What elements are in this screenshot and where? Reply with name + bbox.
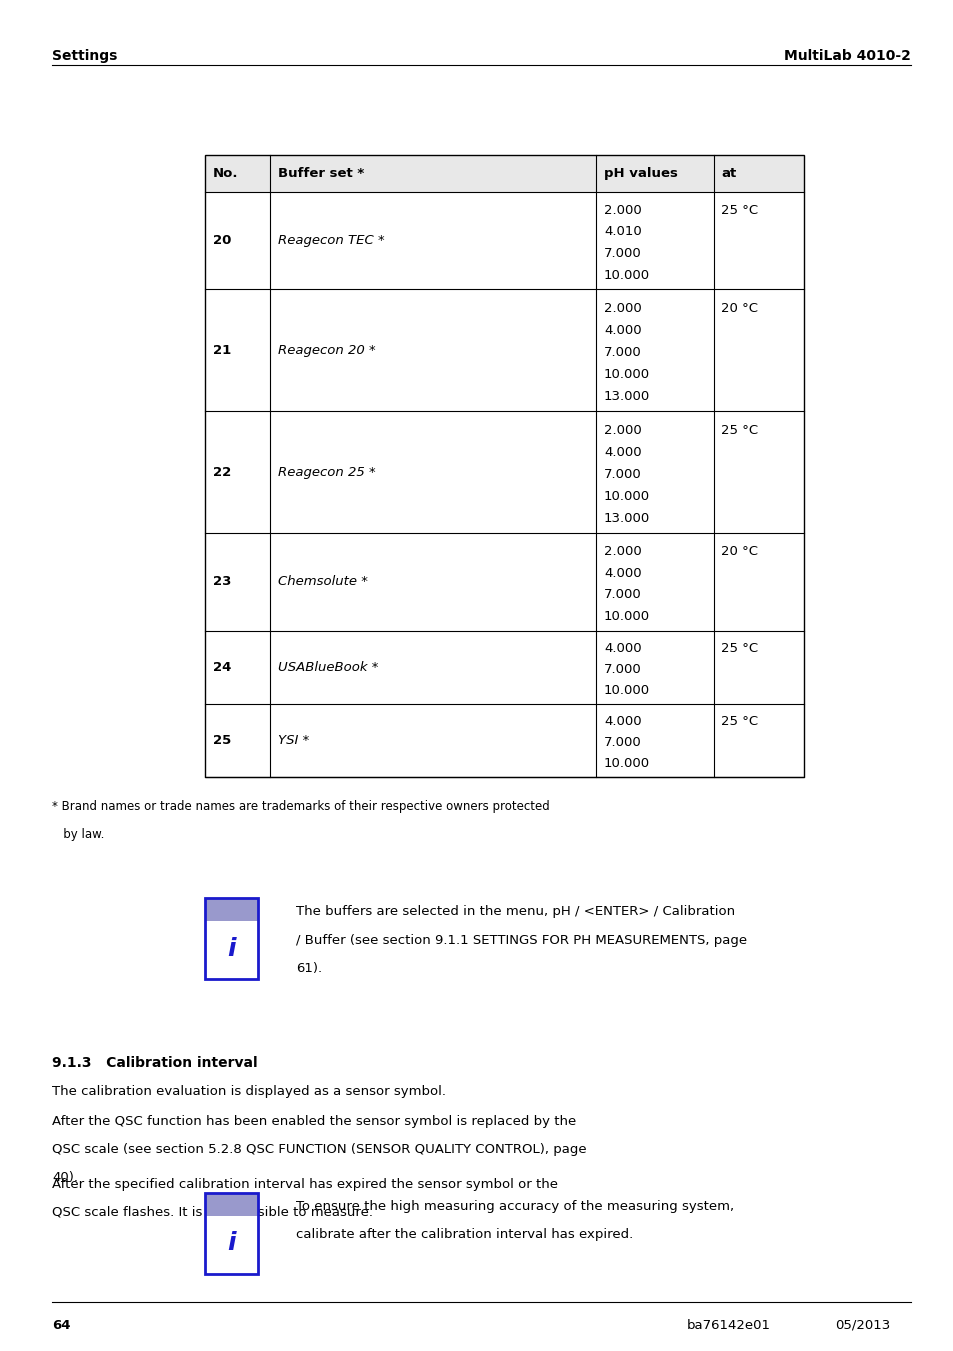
Text: YSI *: YSI * — [277, 734, 309, 747]
Text: USABlueBook *: USABlueBook * — [277, 661, 377, 674]
Text: To ensure the high measuring accuracy of the measuring system,: To ensure the high measuring accuracy of… — [295, 1200, 733, 1213]
Text: 13.000: 13.000 — [603, 390, 649, 404]
Text: 25 °C: 25 °C — [720, 424, 758, 436]
Text: Buffer set *: Buffer set * — [277, 168, 363, 180]
Text: 13.000: 13.000 — [603, 512, 649, 526]
Text: The calibration evaluation is displayed as a sensor symbol.: The calibration evaluation is displayed … — [52, 1085, 446, 1098]
Text: 2.000: 2.000 — [603, 301, 641, 315]
Text: Reagecon TEC *: Reagecon TEC * — [277, 234, 384, 247]
Text: ba76142e01: ba76142e01 — [686, 1319, 770, 1332]
Text: 4.000: 4.000 — [603, 324, 640, 336]
FancyBboxPatch shape — [205, 155, 803, 192]
Text: MultiLab 4010-2: MultiLab 4010-2 — [783, 49, 910, 62]
Text: 25: 25 — [213, 734, 231, 747]
Text: 7.000: 7.000 — [603, 346, 641, 359]
Text: 4.000: 4.000 — [603, 446, 640, 459]
Text: Reagecon 20 *: Reagecon 20 * — [277, 345, 375, 357]
Text: 20 °C: 20 °C — [720, 544, 758, 558]
Text: at: at — [720, 168, 736, 180]
Text: 7.000: 7.000 — [603, 663, 641, 676]
Text: No.: No. — [213, 168, 238, 180]
Text: 10.000: 10.000 — [603, 269, 649, 282]
Text: 7.000: 7.000 — [603, 588, 641, 601]
FancyBboxPatch shape — [205, 898, 257, 921]
Text: 25 °C: 25 °C — [720, 204, 758, 216]
Text: The buffers are selected in the menu, pH / <ENTER> / Calibration: The buffers are selected in the menu, pH… — [295, 905, 734, 919]
FancyBboxPatch shape — [205, 921, 257, 979]
Text: After the specified calibration interval has expired the sensor symbol or the: After the specified calibration interval… — [52, 1178, 558, 1192]
Text: After the QSC function has been enabled the sensor symbol is replaced by the: After the QSC function has been enabled … — [52, 1115, 577, 1128]
Text: 9.1.3   Calibration interval: 9.1.3 Calibration interval — [52, 1056, 258, 1070]
Text: by law.: by law. — [52, 828, 105, 842]
Text: pH values: pH values — [603, 168, 677, 180]
FancyBboxPatch shape — [205, 1193, 257, 1216]
Text: Chemsolute *: Chemsolute * — [277, 576, 367, 588]
Text: 24: 24 — [213, 661, 231, 674]
FancyBboxPatch shape — [205, 1216, 257, 1274]
Text: 10.000: 10.000 — [603, 757, 649, 770]
Text: i: i — [227, 1231, 235, 1255]
Text: 7.000: 7.000 — [603, 736, 641, 748]
Text: 2.000: 2.000 — [603, 204, 641, 216]
Text: 05/2013: 05/2013 — [834, 1319, 889, 1332]
Text: 61).: 61). — [295, 962, 321, 975]
Text: QSC scale flashes. It is still possible to measure.: QSC scale flashes. It is still possible … — [52, 1206, 373, 1220]
Text: 10.000: 10.000 — [603, 684, 649, 697]
Text: 22: 22 — [213, 466, 231, 478]
Text: QSC scale (see section 5.2.8 QSC FUNCTION (SENSOR QUALITY CONTROL), page: QSC scale (see section 5.2.8 QSC FUNCTIO… — [52, 1143, 586, 1156]
Text: 10.000: 10.000 — [603, 490, 649, 503]
Text: calibrate after the calibration interval has expired.: calibrate after the calibration interval… — [295, 1228, 633, 1242]
Text: 64: 64 — [52, 1319, 71, 1332]
Text: 25 °C: 25 °C — [720, 642, 758, 655]
Text: 7.000: 7.000 — [603, 247, 641, 261]
Text: 40).: 40). — [52, 1171, 78, 1185]
Text: i: i — [227, 936, 235, 961]
Text: 21: 21 — [213, 345, 231, 357]
Text: 20: 20 — [213, 234, 231, 247]
Text: 4.000: 4.000 — [603, 715, 640, 728]
Text: 20 °C: 20 °C — [720, 301, 758, 315]
Text: 4.000: 4.000 — [603, 566, 640, 580]
Text: 2.000: 2.000 — [603, 544, 641, 558]
Text: 10.000: 10.000 — [603, 369, 649, 381]
Text: Reagecon 25 *: Reagecon 25 * — [277, 466, 375, 478]
Text: / Buffer (see section 9.1.1 SETTINGS FOR PH MEASUREMENTS, page: / Buffer (see section 9.1.1 SETTINGS FOR… — [295, 934, 746, 947]
Text: 10.000: 10.000 — [603, 611, 649, 623]
Text: 4.010: 4.010 — [603, 226, 641, 239]
Text: * Brand names or trade names are trademarks of their respective owners protected: * Brand names or trade names are tradema… — [52, 800, 550, 813]
Text: 7.000: 7.000 — [603, 467, 641, 481]
Text: Settings: Settings — [52, 49, 118, 62]
Text: 2.000: 2.000 — [603, 424, 641, 436]
Text: 23: 23 — [213, 576, 231, 588]
Text: 25 °C: 25 °C — [720, 715, 758, 728]
Text: 4.000: 4.000 — [603, 642, 640, 655]
